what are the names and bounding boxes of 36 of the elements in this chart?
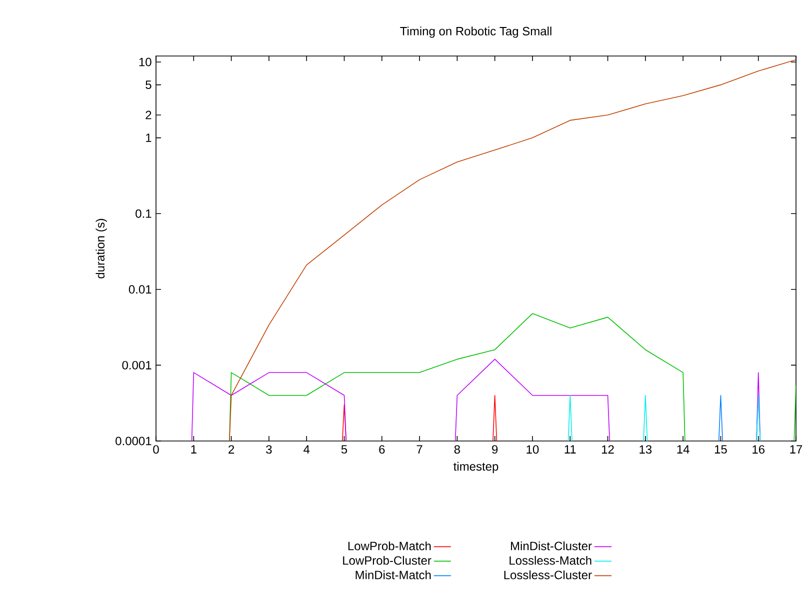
y-tick-label: 0.0001 — [116, 436, 152, 446]
y-tick-label: 0.001 — [122, 360, 152, 370]
y-axis-title: duration (s) — [96, 218, 107, 278]
y-tick-label: 0.1 — [136, 209, 152, 218]
y-tick-label: 5 — [146, 80, 152, 89]
y-tick-label: 0.01 — [128, 285, 152, 294]
line-series — [229, 59, 796, 441]
y-tick-label: 2 — [146, 110, 152, 120]
legend-label: Lossless-Match — [510, 556, 592, 565]
x-tick-label: 7 — [416, 445, 422, 454]
x-tick-label: 1 — [191, 445, 196, 454]
legend-label: MinDist-Cluster — [511, 541, 592, 550]
chart-title: Timing on Robotic Tag Small — [400, 26, 552, 38]
legend-label: Lossless-Cluster — [504, 570, 592, 580]
x-axis-title: timestep — [454, 462, 498, 474]
x-tick-label: 15 — [714, 445, 727, 454]
x-tick-label: 12 — [602, 445, 614, 454]
x-tick-label: 10 — [526, 445, 539, 454]
x-tick-label: 3 — [266, 445, 272, 454]
x-tick-label: 13 — [640, 445, 652, 454]
x-tick-label: 2 — [228, 445, 234, 454]
x-tick-label: 6 — [379, 445, 385, 454]
x-tick-label: 11 — [564, 445, 576, 454]
y-tick-label: 1 — [146, 134, 152, 142]
x-tick-label: 9 — [492, 445, 498, 454]
legend-label: LowProb-Cluster — [343, 556, 432, 565]
x-tick-label: 14 — [677, 445, 690, 454]
x-tick-label: 0 — [153, 445, 159, 454]
x-tick-label: 17 — [790, 445, 802, 454]
x-tick-label: 8 — [454, 445, 460, 454]
legend-label: LowProb-Match — [348, 541, 431, 550]
legend-label: MinDist-Match — [356, 570, 431, 580]
x-tick-label: 16 — [752, 445, 764, 454]
y-tick-label: 10 — [139, 58, 152, 66]
x-tick-label: 4 — [304, 445, 310, 454]
x-tick-label: 5 — [341, 445, 348, 454]
